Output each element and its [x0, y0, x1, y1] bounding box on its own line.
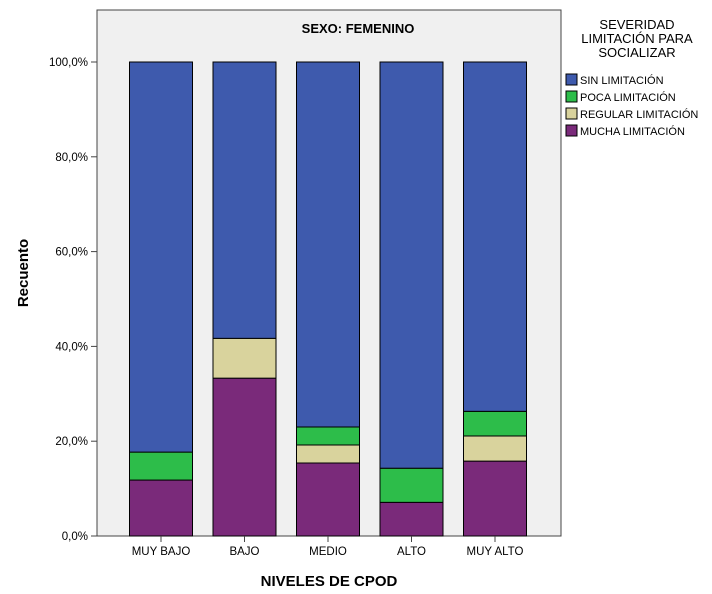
bar-segment: [296, 444, 360, 464]
y-tick-label: 40,0%: [55, 341, 88, 353]
bar-segment: [129, 451, 193, 481]
bar-segment: [129, 61, 193, 453]
x-tick-label: MUY BAJO: [132, 546, 191, 558]
bar-segment: [463, 410, 527, 437]
legend-swatch: [565, 124, 578, 137]
legend-label: REGULAR LIMITACIÓN: [580, 108, 698, 121]
bar-segment: [379, 61, 444, 469]
y-tick-label: 60,0%: [55, 247, 88, 259]
legend-title-line: SOCIALIZAR: [598, 45, 675, 60]
bar-segment: [296, 462, 360, 537]
bar-segment: [212, 377, 277, 537]
bar-segment: [463, 435, 527, 462]
legend-swatch: [565, 73, 578, 86]
x-tick-label: ALTO: [397, 546, 426, 558]
y-axis: 0,0% 20,0% 40,0% 60,0% 80,0% 100,0%: [49, 57, 97, 543]
legend-label: SIN LIMITACIÓN: [580, 74, 664, 87]
legend-label: POCA LIMITACIÓN: [580, 91, 676, 104]
x-tick-label: MEDIO: [309, 546, 347, 558]
y-tick-label: 20,0%: [55, 436, 88, 448]
bar-segment: [212, 337, 277, 379]
legend-swatch: [565, 90, 578, 103]
y-axis-label: Recuento: [15, 239, 32, 307]
bars-group: [129, 61, 527, 537]
legend-swatch: [565, 107, 578, 120]
y-tick-label: 100,0%: [49, 57, 88, 69]
bar-segment: [379, 501, 444, 537]
bar-segment: [379, 467, 444, 503]
x-tick-label: MUY ALTO: [467, 546, 524, 558]
x-axis-label: NIVELES DE CPOD: [261, 573, 398, 589]
x-tick-label: BAJO: [229, 546, 259, 558]
bar-segment: [463, 61, 527, 412]
bar-segment: [212, 61, 277, 339]
x-axis: MUY BAJO BAJO MEDIO ALTO MUY ALTO: [132, 536, 524, 558]
bar-segment: [296, 426, 360, 446]
legend-title-line: SEVERIDAD: [599, 17, 674, 32]
bar-segment: [463, 460, 527, 537]
y-tick-label: 0,0%: [62, 531, 88, 543]
bar-segment: [296, 61, 360, 428]
chart-title: SEXO: FEMENINO: [302, 21, 415, 36]
legend-label: MUCHA LIMITACIÓN: [580, 125, 685, 138]
legend-title-line: LIMITACIÓN PARA: [581, 31, 693, 46]
bar-segment: [129, 479, 193, 537]
y-tick-label: 80,0%: [55, 152, 88, 164]
